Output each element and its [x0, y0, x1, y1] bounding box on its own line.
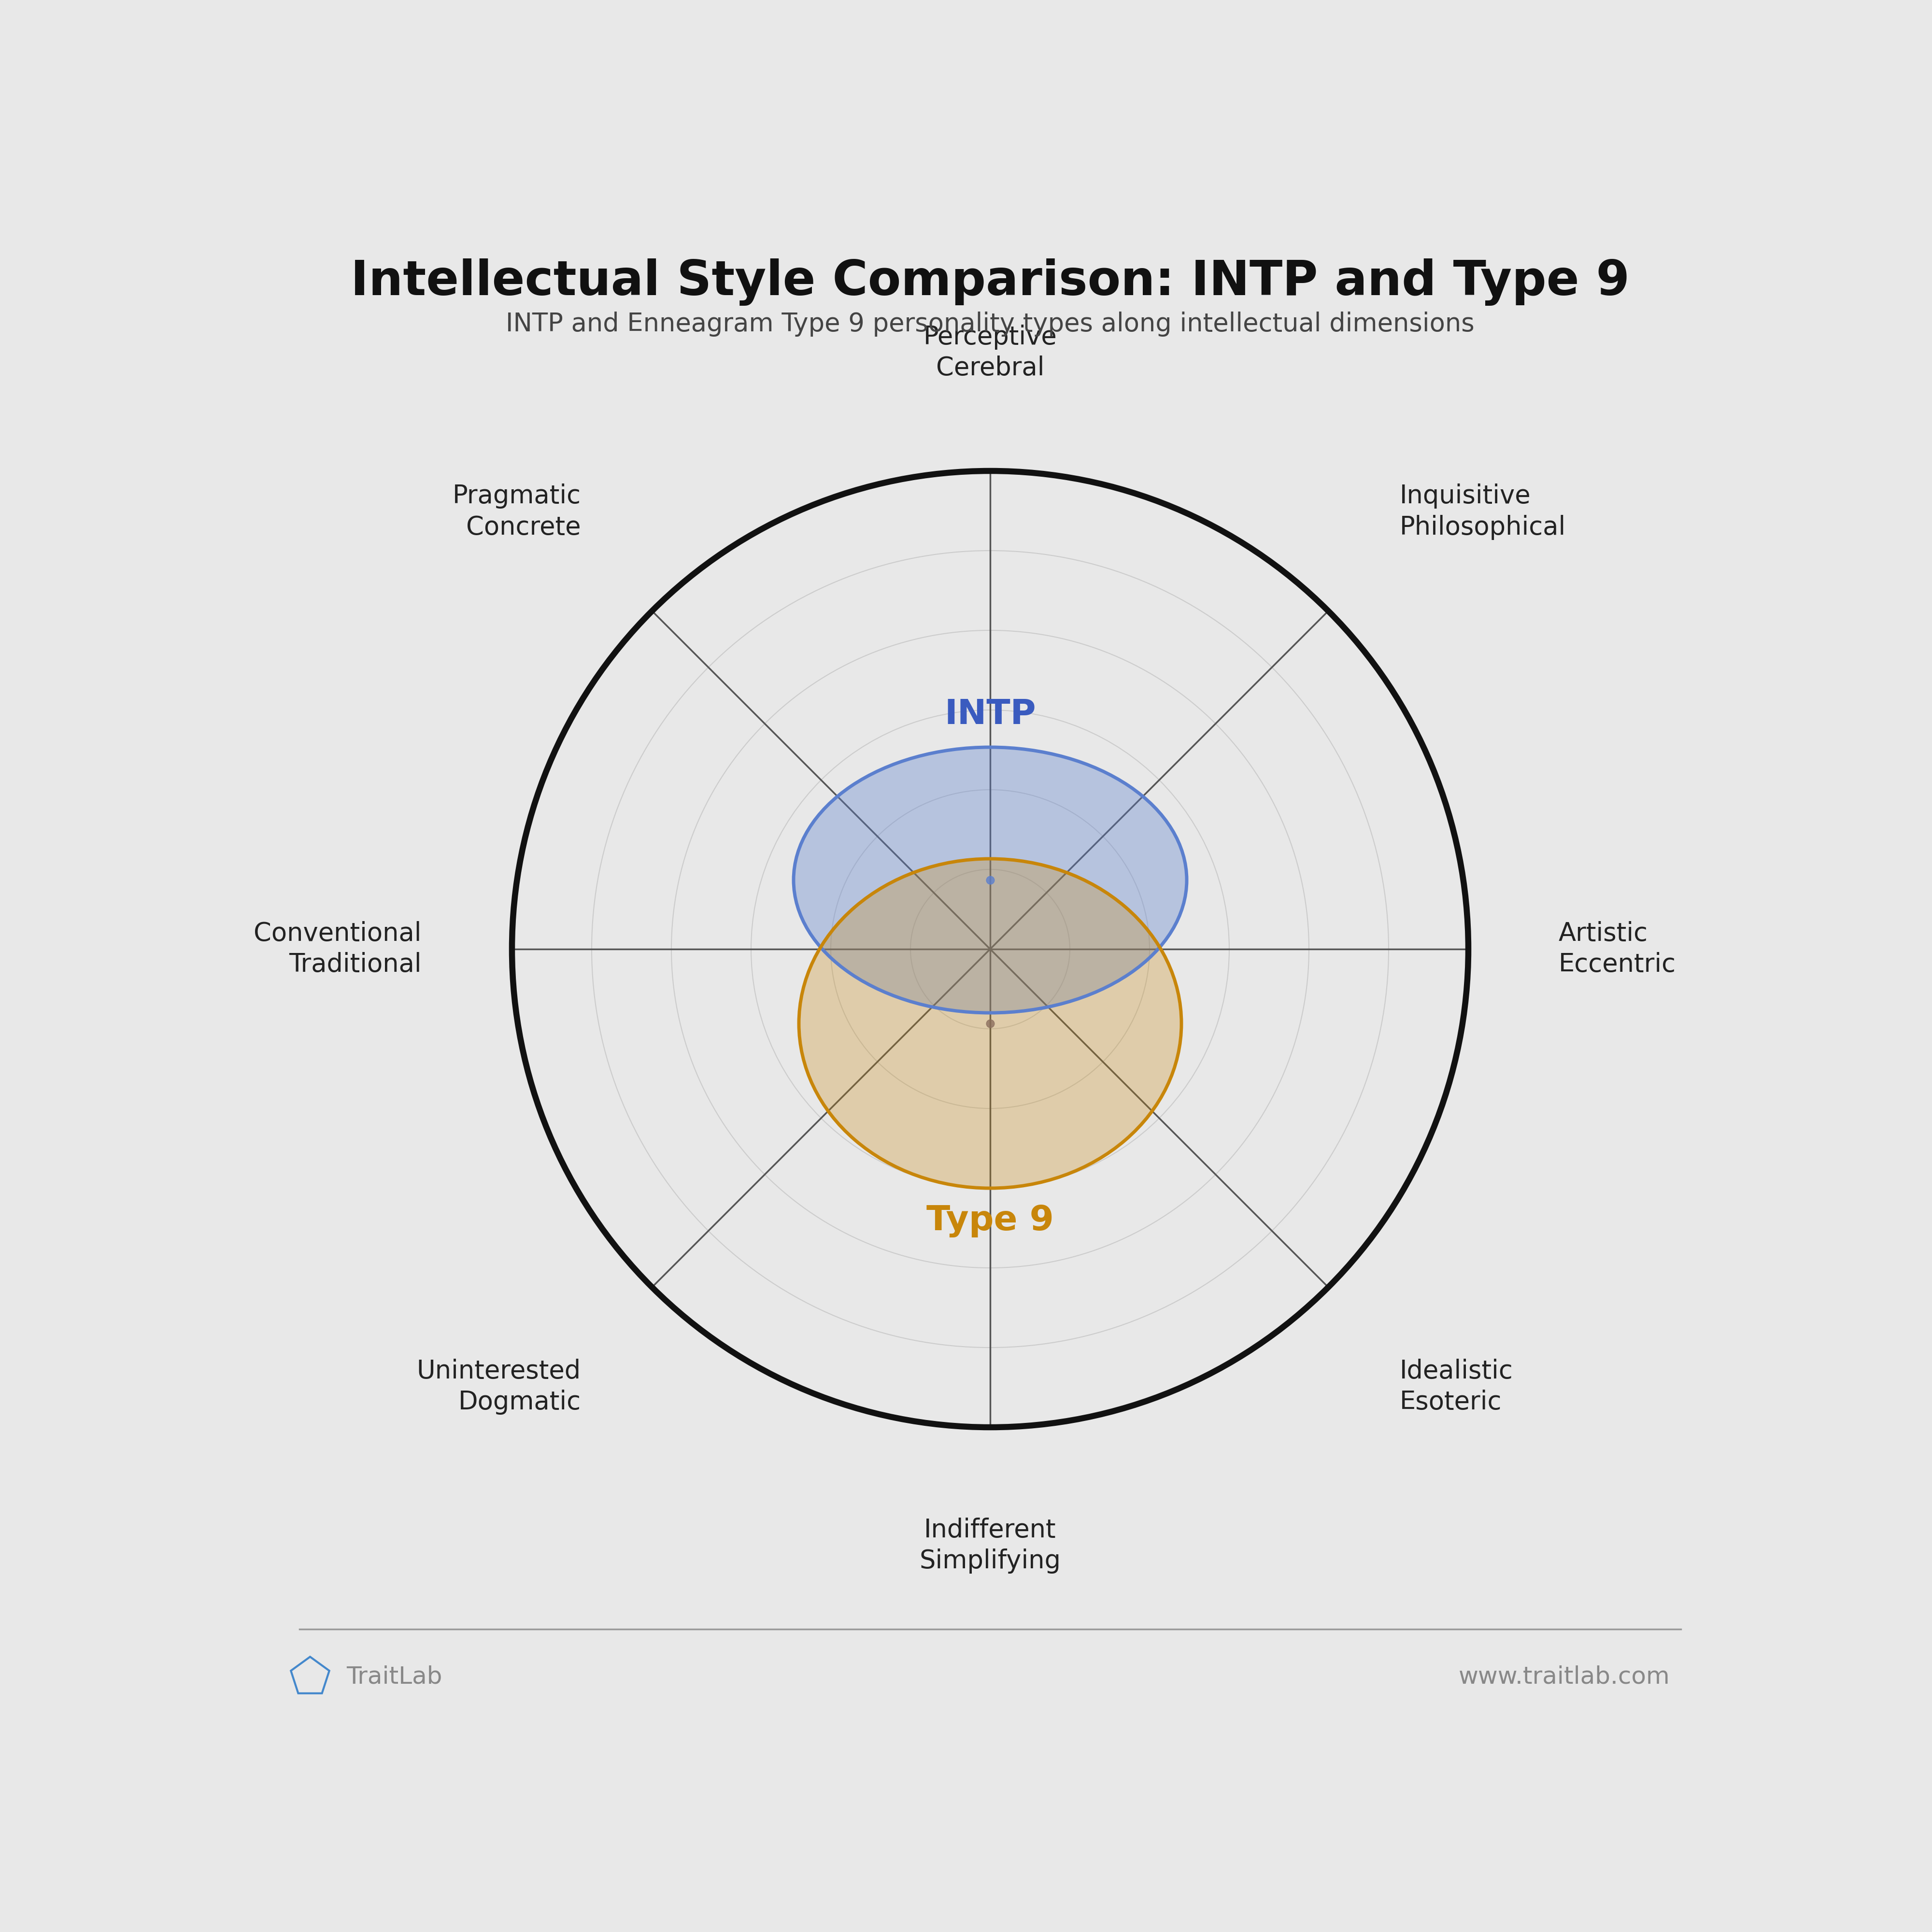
Text: TraitLab: TraitLab [346, 1665, 442, 1689]
Text: Uninterested
Dogmatic: Uninterested Dogmatic [417, 1358, 582, 1414]
Text: Type 9: Type 9 [927, 1204, 1053, 1236]
Text: Indifferent
Simplifying: Indifferent Simplifying [920, 1519, 1061, 1575]
Text: www.traitlab.com: www.traitlab.com [1459, 1665, 1669, 1689]
Text: Perceptive
Cerebral: Perceptive Cerebral [923, 325, 1057, 381]
Text: Inquisitive
Philosophical: Inquisitive Philosophical [1399, 483, 1565, 539]
Text: INTP: INTP [945, 697, 1036, 730]
Text: Artistic
Eccentric: Artistic Eccentric [1559, 922, 1677, 978]
Text: Conventional
Traditional: Conventional Traditional [253, 922, 421, 978]
Ellipse shape [794, 748, 1186, 1012]
Text: Idealistic
Esoteric: Idealistic Esoteric [1399, 1358, 1513, 1414]
Ellipse shape [800, 858, 1182, 1188]
Text: Pragmatic
Concrete: Pragmatic Concrete [452, 483, 582, 539]
Text: Intellectual Style Comparison: INTP and Type 9: Intellectual Style Comparison: INTP and … [352, 259, 1631, 305]
Text: INTP and Enneagram Type 9 personality types along intellectual dimensions: INTP and Enneagram Type 9 personality ty… [506, 311, 1474, 336]
